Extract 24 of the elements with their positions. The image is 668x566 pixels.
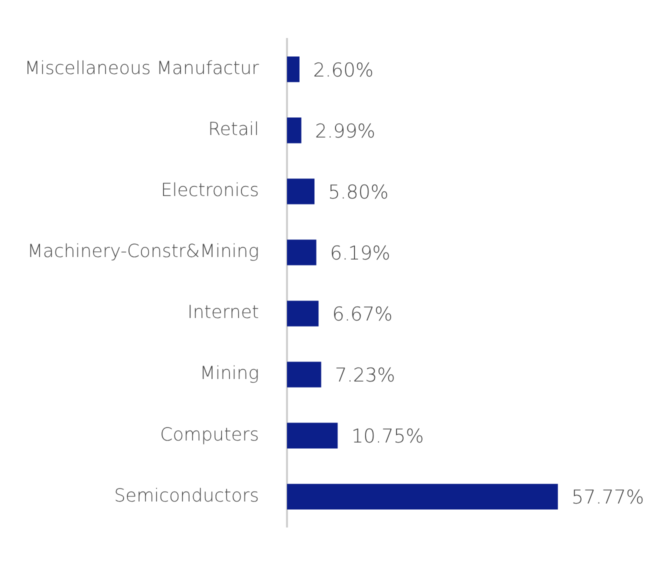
y-tick-label: Mining [200,363,259,384]
data-label: 57.77% [572,486,644,509]
bar [287,240,316,266]
y-tick-label: Retail [208,119,259,140]
y-tick-label: Machinery-Constr&Mining [27,241,259,262]
data-label: 2.99% [315,120,376,142]
bar [287,56,300,82]
y-tick-label: Miscellaneous Manufactur [24,58,260,79]
y-tick-label: Internet [188,302,259,324]
data-label: 7.23% [334,364,396,387]
bar [287,484,558,510]
data-label: 2.60% [313,59,374,82]
data-label: 6.19% [330,242,390,264]
y-tick-label: Electronics [160,180,259,202]
bar [287,178,314,204]
y-tick-label: Semiconductors [114,485,259,506]
data-label: 6.67% [332,303,393,326]
bar [287,362,322,388]
bar [287,118,302,144]
y-tick-label: Computers [160,424,259,446]
data-label: 5.80% [328,181,389,204]
bar [287,300,319,326]
data-label: 10.75% [351,426,424,448]
bar [287,422,338,448]
